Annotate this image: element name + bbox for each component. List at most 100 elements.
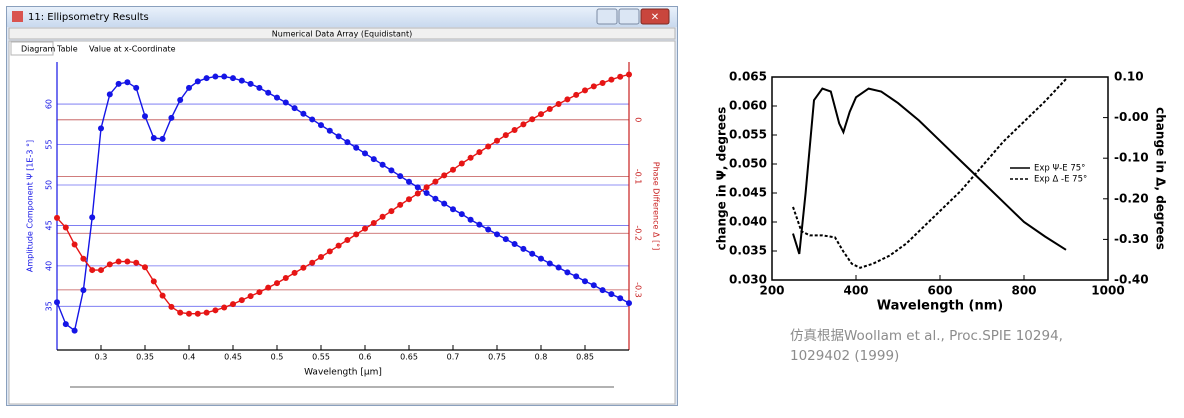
minimize-button[interactable] [596,8,618,25]
maximize-button[interactable] [618,8,640,25]
data-point [441,172,448,179]
data-point [309,116,316,123]
data-point [186,310,192,317]
data-point [379,161,386,168]
data-point [221,304,228,311]
data-point [494,231,500,238]
data-point [115,258,122,265]
data-point [335,133,342,140]
x-tick-label: 0.8 [535,353,548,362]
data-point [590,83,597,90]
data-point [414,184,421,191]
data-point [353,231,360,238]
data-point [450,166,456,173]
series-line [792,87,1067,255]
x-tick-label: 0.65 [400,353,418,362]
data-point [177,97,184,104]
data-point [397,201,404,208]
y-tick-label: 0.055 [729,128,767,142]
data-point [221,73,228,80]
data-point [511,127,518,134]
y-tick-label: 0.045 [729,186,767,200]
data-point [441,200,448,207]
data-point [203,75,210,82]
window-title: 11: Ellipsometry Results [28,12,149,23]
data-point [203,309,210,316]
data-point [142,264,148,271]
data-point [282,275,289,281]
window-subtitle: Numerical Data Array (Equidistant) [272,30,412,39]
data-point [54,299,60,306]
data-point [388,208,395,215]
subtitle-bar [8,27,676,40]
legend-label: Exp Δ -E 75° [1034,175,1087,185]
tab[interactable]: Value at x-Coordinate [89,45,176,54]
data-point [194,310,201,317]
x-tick-label: 0.55 [312,353,330,362]
data-point [177,309,184,316]
y2-tick-label: -0.30 [1114,232,1149,246]
data-point [98,125,104,132]
data-point [458,160,465,167]
data-point [485,143,492,150]
data-point [238,77,245,84]
data-point [80,255,87,262]
data-point [326,248,333,255]
x-tick-label: 400 [843,284,868,298]
series-line [792,78,1067,269]
data-point [423,184,430,191]
data-point [582,278,588,285]
data-point [133,84,140,91]
y-tick-label: 0.065 [729,70,767,84]
data-point [186,84,192,91]
tab[interactable]: Diagram [21,45,56,54]
data-point [432,195,439,202]
data-point [71,327,78,334]
y-axis-title: Amplitude Component Ψ [1E-3 °] [26,140,35,272]
data-point [247,293,254,300]
data-point [582,87,588,94]
data-point [344,139,351,146]
x-tick-label: 0.3 [95,353,108,362]
data-point [555,264,562,271]
data-point [326,127,333,134]
data-point [80,287,87,294]
data-point [546,106,553,113]
data-point [133,259,140,266]
data-point [159,135,166,142]
data-point [564,269,571,276]
data-point [626,71,632,78]
close-button[interactable] [640,8,670,25]
tab-active[interactable] [10,41,54,56]
data-point [590,282,597,289]
data-point [467,154,474,161]
data-point [98,267,104,274]
data-point [212,307,219,314]
data-point [520,245,527,252]
data-point [520,121,527,128]
data-point [335,242,342,249]
data-point [89,267,96,274]
tab[interactable]: Table [56,45,78,54]
data-point [256,84,263,91]
y2-tick-label: 0 [634,117,643,122]
y2-axis-title: change in Δ, degrees [1154,107,1168,250]
data-point [362,225,368,232]
data-point [159,292,166,299]
data-point [318,254,324,261]
y-tick-label: 40 [45,261,54,271]
data-point [62,321,69,328]
data-point [538,111,544,118]
x-axis-title: Wavelength [µm] [304,368,382,378]
data-point [194,78,201,85]
x-tick-label: 0.6 [359,353,372,362]
data-point [362,150,368,157]
data-point [379,213,386,220]
data-point [423,190,430,197]
y-tick-label: 0.030 [729,273,767,287]
y-tick-label: 50 [45,180,54,190]
y2-tick-label: -0.40 [1114,273,1149,287]
data-point [89,214,96,221]
title-bar [7,7,677,27]
